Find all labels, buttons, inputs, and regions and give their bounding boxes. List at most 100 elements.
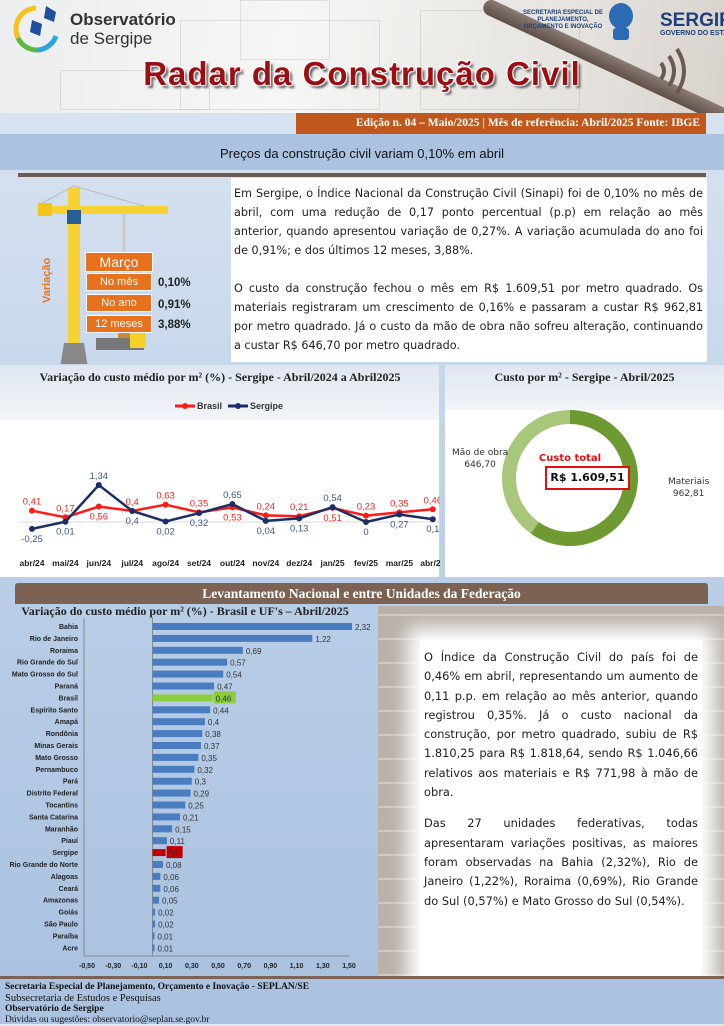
x-tick-label: 1,10 — [290, 963, 304, 970]
bar-chart-title: Variação do custo médio por m² (%) - Bra… — [21, 604, 349, 618]
value-year: 0,91% — [158, 299, 191, 311]
data-label-sergipe: 0,27 — [390, 520, 409, 531]
x-tick-label: -0,30 — [105, 963, 121, 970]
data-label-brasil: 0,23 — [357, 502, 376, 513]
value-label: 0,06 — [163, 885, 179, 894]
value-label: 1,22 — [315, 635, 331, 644]
category-label: Espírito Santo — [31, 707, 78, 714]
data-label-sergipe: 0,65 — [223, 490, 242, 501]
data-label-brasil: 0,35 — [390, 498, 409, 509]
donut-slice-labor — [502, 410, 570, 534]
category-label: Pará — [63, 779, 78, 786]
x-tick-label: -0,10 — [131, 963, 147, 970]
bar-roraima — [152, 646, 243, 654]
value-label: 0,44 — [213, 706, 229, 715]
bar-tocantins — [152, 801, 186, 809]
labor-name: Mão de obra — [452, 448, 509, 458]
category-label: Distrito Federal — [27, 791, 78, 798]
value-label: 0,37 — [204, 742, 220, 751]
sergipe-government-logo: SERGIPE GOVERNO DO ESTADO — [660, 10, 724, 38]
value-label: 0,3 — [195, 778, 207, 787]
data-point-sergipe — [95, 482, 102, 489]
bar-distrito-federal — [152, 789, 191, 797]
data-label-sergipe: -0,25 — [21, 534, 43, 545]
x-tick-label: jan/25 — [320, 558, 345, 568]
value-label-highlight — [166, 846, 183, 859]
bar-são-paulo — [152, 920, 156, 928]
materials-name: Materiais — [668, 477, 710, 487]
category-label: Alagoas — [51, 874, 78, 881]
line-chart: Brasil Sergipe 0,41 0,17 0,56 0,4 0,63 0,35 0,53… — [19, 401, 440, 568]
radar-waves-icon — [659, 47, 686, 95]
data-point-sergipe — [262, 517, 269, 524]
gov-state: SERGIPE — [660, 10, 724, 31]
value-label-highlight — [213, 691, 236, 704]
bar-goiás — [152, 908, 156, 916]
x-tick-label: mar/25 — [386, 558, 414, 568]
data-point-sergipe — [129, 507, 136, 514]
category-label: Ceará — [59, 886, 79, 893]
category-label: São Paulo — [44, 922, 78, 929]
category-label: Piauí — [61, 838, 79, 845]
bar-paraíba — [152, 932, 155, 940]
x-tick-label: jul/24 — [120, 558, 143, 568]
bar-sergipe — [152, 849, 166, 857]
category-label: Pernambuco — [36, 767, 78, 774]
data-label-brasil: 0,56 — [90, 512, 109, 523]
category-label: Roraima — [50, 648, 78, 655]
observatorio-logo-icon — [13, 5, 59, 53]
data-label-sergipe: 0,13 — [290, 523, 309, 534]
data-label-brasil: 0,24 — [257, 501, 276, 512]
value-label: 0,38 — [205, 730, 221, 739]
national-paragraph-1: O Índice da Construção Civil do país foi… — [424, 650, 698, 800]
bar-piauí — [152, 837, 167, 845]
data-label-brasil: 0,46 — [424, 495, 440, 506]
variacao-label: Variação — [41, 257, 53, 303]
bar-alagoas — [152, 872, 161, 880]
bar-rondônia — [152, 730, 203, 738]
bar-ceará — [152, 884, 161, 892]
x-tick-label: 1,50 — [342, 963, 356, 970]
data-label-sergipe: 1,34 — [90, 471, 109, 482]
category-label: Bahia — [59, 624, 78, 631]
sergipe-coat-of-arms-icon — [609, 3, 633, 40]
row-label-year: No ano — [86, 294, 152, 312]
value-12months: 3,88% — [158, 319, 191, 331]
x-tick-label: fev/25 — [354, 558, 378, 568]
legend-marker-sergipe — [235, 403, 241, 409]
data-point-sergipe — [329, 504, 336, 511]
bar-chart: Bahia 2,32 Rio de Janeiro 1,22 Roraima 0,69 Ri… — [10, 618, 370, 970]
value-label: 0,1 — [169, 849, 181, 858]
data-label-sergipe: 0,32 — [190, 518, 209, 529]
bar-pernambuco — [152, 765, 195, 773]
row-label-month: No mês — [86, 273, 152, 291]
value-label: 2,32 — [355, 623, 370, 632]
page-title: Radar da Construção Civil — [143, 55, 581, 92]
legend-label-sergipe: Sergipe — [250, 401, 283, 411]
data-label-sergipe: 0,4 — [126, 516, 139, 527]
total-cost-value: R$ 1.609,51 — [545, 466, 630, 490]
data-point-sergipe — [29, 525, 35, 532]
bar-espírito-santo — [152, 706, 211, 714]
bar-pará — [152, 777, 192, 785]
value-label: 0,01 — [158, 932, 174, 941]
data-point-brasil — [95, 503, 102, 510]
value-label: 0,05 — [162, 897, 178, 906]
category-label: Minas Gerais — [34, 743, 78, 750]
data-point-sergipe — [162, 518, 169, 525]
bar-paraná — [152, 682, 215, 690]
row-label-12months: 12 meses — [86, 315, 152, 333]
line-chart-panel — [0, 365, 440, 577]
x-tick-label: 0,50 — [211, 963, 225, 970]
summary-text: Em Sergipe, o Índice Nacional da Constru… — [231, 178, 707, 362]
month-header: Março — [85, 252, 153, 272]
bar-mato-grosso-do-sul — [152, 670, 224, 678]
footer-secretaria: Secretaria Especial de Planejamento, Orç… — [5, 982, 310, 992]
data-point-brasil — [29, 507, 35, 514]
value-label: 0,32 — [197, 766, 213, 775]
donut-slice-materials — [530, 410, 638, 546]
bar-bahia — [152, 623, 352, 630]
data-point-brasil — [262, 512, 269, 519]
value-label: 0,69 — [246, 647, 262, 656]
footer-contact[interactable]: Dúvidas ou sugestões: observatorio@sepla… — [5, 1015, 210, 1025]
